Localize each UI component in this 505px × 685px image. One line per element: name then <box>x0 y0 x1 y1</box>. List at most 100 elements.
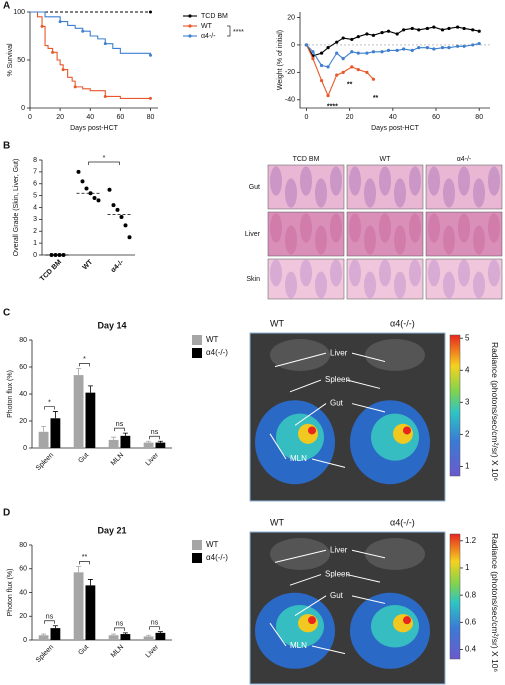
point <box>456 44 460 48</box>
y-tick-label: 100 <box>13 9 25 16</box>
legend-label: TCD BM <box>201 13 228 20</box>
organ <box>365 538 425 570</box>
error-bar <box>87 579 93 586</box>
tissue <box>473 225 485 255</box>
comparison-label: ** <box>82 554 88 561</box>
arrow <box>346 574 381 583</box>
x-axis-label: Days post-HCT <box>371 125 420 132</box>
point <box>76 169 81 174</box>
tissue <box>300 166 312 196</box>
micrograph <box>267 164 345 210</box>
bar <box>108 635 119 640</box>
censor-mark <box>103 42 107 46</box>
tissue <box>349 213 361 243</box>
point <box>350 65 354 69</box>
y-axis-label: Photon flux (%) <box>7 569 14 617</box>
y-tick-label: 20 <box>287 14 295 21</box>
y-tick-label: 50 <box>17 57 25 64</box>
y-tick-label: 0 <box>33 252 37 259</box>
y-tick-label: 1 <box>33 240 37 247</box>
point <box>402 28 406 32</box>
tissue <box>330 213 342 243</box>
comparison-bracket <box>79 561 90 565</box>
censor-mark <box>51 50 55 54</box>
point <box>335 73 339 77</box>
colorbar-label: Radiance (photons/sec/cm²/sr) X 10⁶ <box>490 533 500 672</box>
colorbar-tick-label: 0.6 <box>465 617 477 626</box>
point <box>447 26 451 31</box>
y-tick-label: -40 <box>285 97 295 104</box>
legend-label: WT <box>206 540 219 549</box>
comparison-bracket <box>44 406 55 410</box>
point <box>425 46 429 50</box>
annotation: ** <box>373 95 379 102</box>
organ-label: Spleen <box>325 375 350 384</box>
signal <box>393 614 413 633</box>
legend-swatch <box>192 335 202 345</box>
arrow <box>311 458 346 468</box>
point <box>380 30 384 35</box>
organ <box>270 538 330 570</box>
point <box>395 48 399 53</box>
micrograph <box>346 258 424 300</box>
column-header: WT <box>270 517 284 527</box>
y-tick-label: 20 <box>19 418 27 425</box>
bar <box>155 632 166 640</box>
arrow <box>351 352 386 363</box>
point <box>456 25 460 29</box>
error-bar <box>122 432 128 436</box>
point <box>119 215 124 219</box>
error-bar <box>87 385 93 393</box>
y-axis-label: Weight (% of initial) <box>277 30 284 90</box>
series-line <box>30 11 152 56</box>
significance-label: **** <box>233 29 244 36</box>
censor-mark <box>58 20 62 24</box>
point <box>417 28 421 32</box>
censor-mark <box>61 68 65 72</box>
column-header: α4(-/-) <box>390 318 415 328</box>
point <box>432 47 436 51</box>
legend-label: α4(-/-) <box>206 553 228 562</box>
tissue <box>285 178 297 208</box>
annotation: **** <box>327 103 338 110</box>
row-header: Skin <box>246 276 260 283</box>
tissue <box>349 259 361 287</box>
axis-line <box>299 12 490 109</box>
tissue <box>315 178 327 208</box>
tissue <box>285 225 297 255</box>
tissue <box>330 166 342 196</box>
legend-label: WT <box>201 23 213 30</box>
y-tick-label: 5 <box>33 192 37 199</box>
point <box>326 94 330 98</box>
point <box>471 28 475 32</box>
bar <box>120 435 131 448</box>
y-tick-label: 60 <box>19 566 27 573</box>
comparison-label: ns <box>151 620 159 627</box>
tissue <box>300 213 312 243</box>
tissue <box>409 166 421 196</box>
point <box>425 26 429 31</box>
error-bar <box>122 632 128 635</box>
censor-mark <box>148 10 152 14</box>
bar <box>73 572 84 640</box>
organ-label: Gut <box>330 591 344 600</box>
tissue <box>300 259 312 287</box>
x-tick-label: 20 <box>346 114 354 121</box>
tissue <box>473 271 485 299</box>
comparison-label: ns <box>116 421 124 428</box>
legend-swatch <box>192 553 202 563</box>
point <box>356 35 360 39</box>
tissue <box>349 166 361 196</box>
series-line <box>30 11 151 99</box>
comparison-bracket <box>149 435 160 440</box>
point <box>88 191 93 196</box>
y-tick-label: 40 <box>19 391 27 398</box>
colorbar-tick-label: 0.8 <box>465 590 477 599</box>
x-tick-label: Gut <box>77 452 90 465</box>
error-bar <box>76 367 82 376</box>
tissue <box>409 213 421 243</box>
censor-mark <box>40 24 44 28</box>
point <box>440 46 445 50</box>
point <box>410 48 414 53</box>
